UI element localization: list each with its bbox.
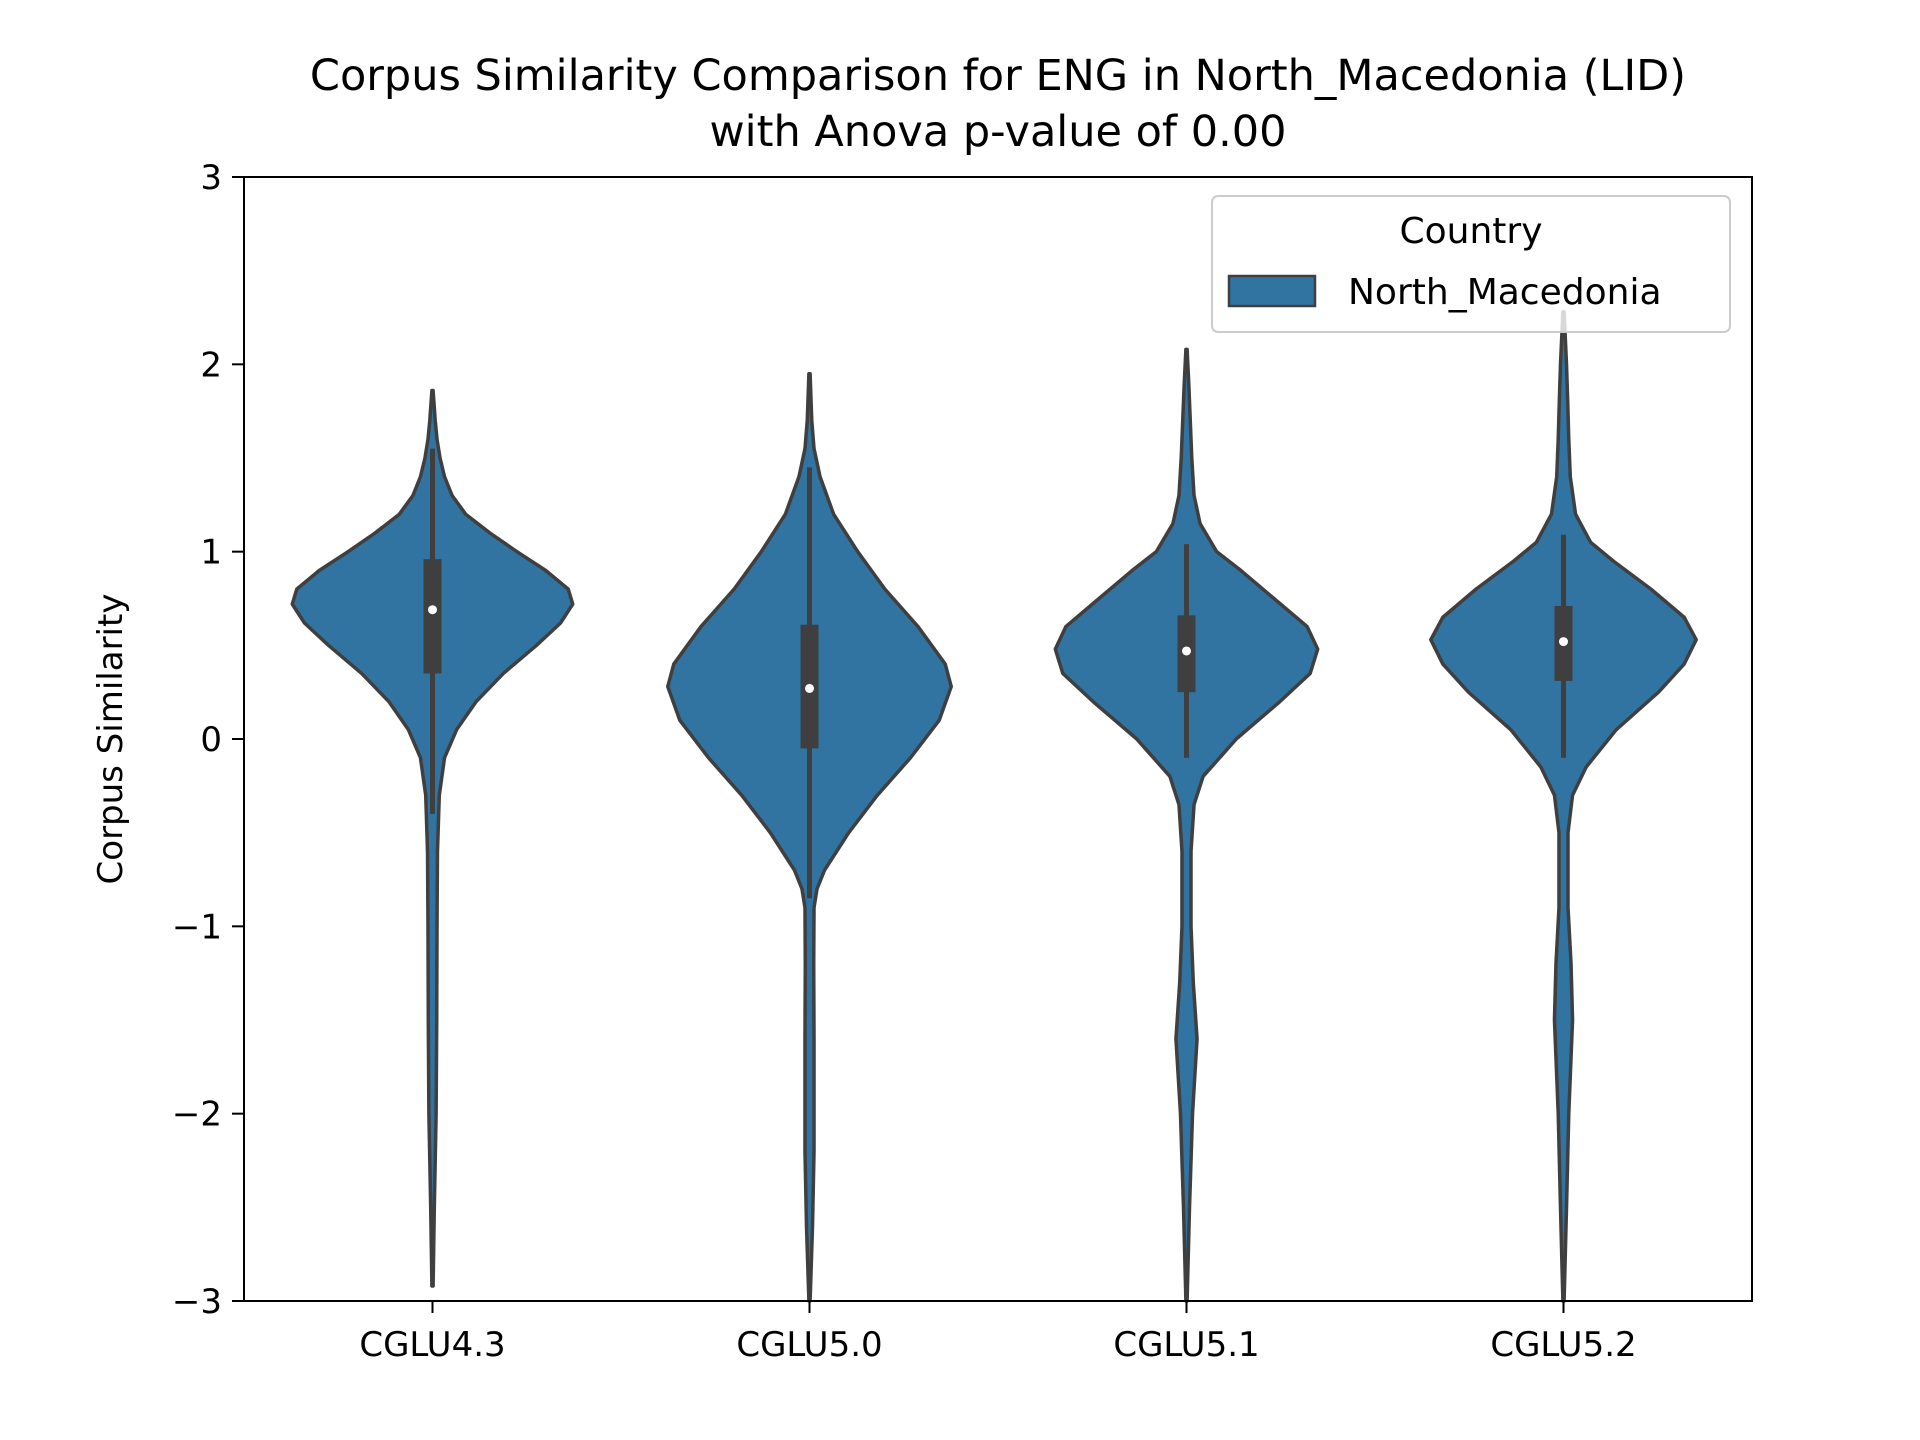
plot-frame	[243, 176, 1753, 1302]
y-tick-label: 1	[200, 533, 222, 573]
median-dot-CGLU5.2	[1559, 637, 1568, 647]
chart-title-line-2: with Anova p-value of 0.00	[710, 107, 1287, 157]
y-tick-label: 0	[200, 720, 222, 760]
median-dot-CGLU4.3	[428, 605, 437, 615]
y-tick-label: −3	[172, 1282, 222, 1322]
median-dot-CGLU5.0	[805, 683, 814, 693]
y-tick-label: 2	[200, 345, 222, 385]
x-axis: CGLU4.3 CGLU5.0 CGLU5.1 CGLU5.2	[359, 1301, 1637, 1365]
legend-box	[1211, 195, 1731, 333]
y-tick-label: −2	[172, 1095, 222, 1135]
legend-entry-north-macedonia: North_Macedonia	[1348, 272, 1662, 313]
y-axis-label: Corpus Similarity	[91, 594, 131, 885]
legend-title: Country	[1399, 211, 1542, 252]
y-tick-label: 3	[200, 158, 222, 198]
x-tick-label: CGLU5.1	[1113, 1325, 1259, 1365]
x-tick-label: CGLU5.0	[736, 1325, 882, 1365]
median-dot-CGLU5.1	[1182, 646, 1191, 656]
y-axis: −3 −2 −1 0 1 2 3	[172, 158, 244, 1322]
violin-CGLU5.2	[1429, 310, 1698, 1303]
x-tick-label: CGLU4.3	[359, 1325, 505, 1365]
violin-CGLU5.1	[1053, 347, 1320, 1303]
y-tick-label: −1	[172, 907, 222, 947]
chart-title-line-1: Corpus Similarity Comparison for ENG in …	[310, 51, 1686, 101]
violin-CGLU4.3	[290, 388, 575, 1288]
legend-swatch-north-macedonia	[1227, 274, 1317, 308]
legend: Country North_Macedonia	[1211, 195, 1731, 333]
x-tick-label: CGLU5.2	[1490, 1325, 1636, 1365]
violins-layer	[290, 310, 1698, 1303]
iqr-box-CGLU4.3	[423, 559, 442, 674]
